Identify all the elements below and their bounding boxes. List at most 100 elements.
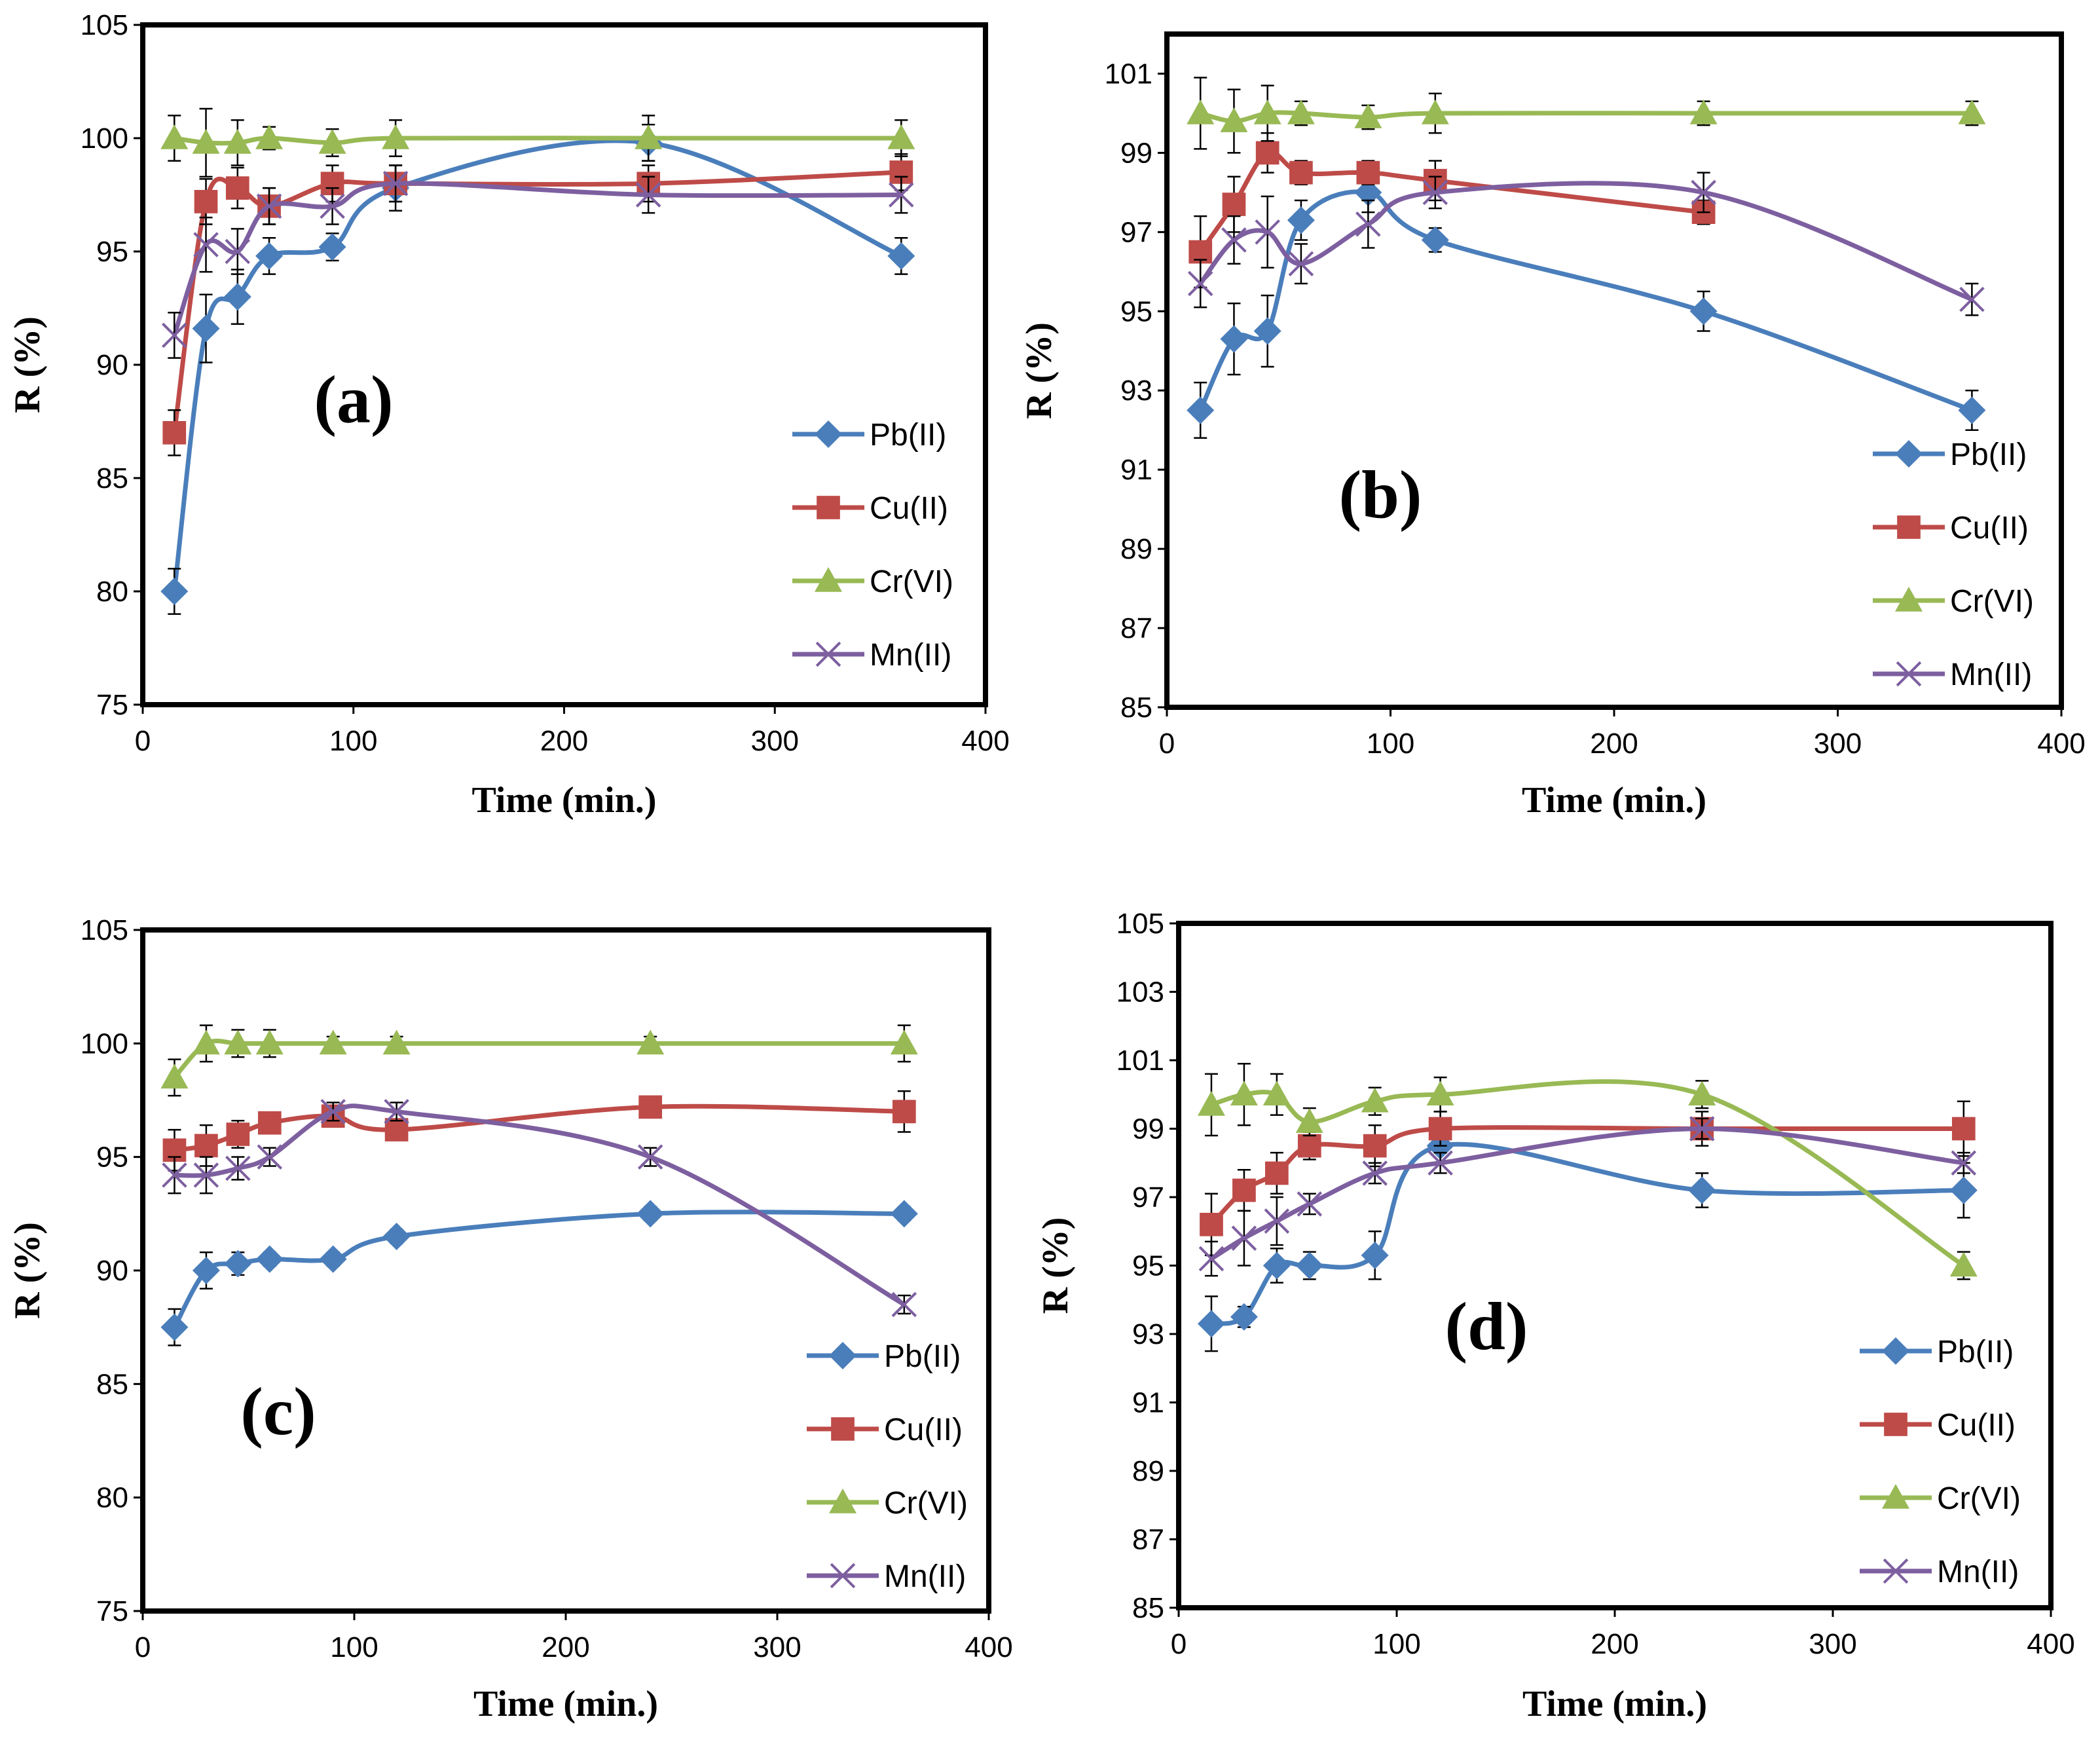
- legend-label: Pb(II): [1950, 437, 2027, 472]
- x-tick-label: 100: [1367, 728, 1414, 760]
- data-point: [160, 1313, 189, 1341]
- legend-label: Cr(VI): [870, 565, 953, 599]
- legend: Pb(II) Cu(II) Cr(VI) Mn(II): [1860, 1335, 2021, 1589]
- x-tick-label: 400: [2027, 1628, 2074, 1660]
- data-point: [384, 1118, 409, 1141]
- pb-ii-line: [1211, 1141, 1964, 1326]
- y-tick-label: 95: [96, 1141, 128, 1174]
- series-cr-vi: [160, 1024, 918, 1097]
- data-point: [1689, 1116, 1715, 1141]
- data-point: [160, 578, 189, 605]
- data-point: [887, 124, 915, 149]
- data-point: [255, 124, 284, 149]
- y-tick-label: 103: [1116, 976, 1164, 1009]
- panel-label: (c): [240, 1374, 316, 1449]
- data-point: [1230, 1303, 1258, 1331]
- data-point: [1297, 1191, 1323, 1217]
- mn-ii-line: [174, 1103, 906, 1307]
- data-point: [1958, 99, 1986, 124]
- data-point: [1295, 1251, 1323, 1280]
- data-point: [162, 1162, 187, 1188]
- x-tick-label: 300: [1814, 728, 1862, 760]
- data-point: [320, 193, 345, 219]
- data-point: [318, 233, 346, 261]
- x-axis-title: Time (min.): [471, 780, 656, 821]
- y-tick-label: 90: [96, 349, 128, 381]
- y-tick-label: 85: [1120, 692, 1152, 724]
- data-point: [384, 1099, 409, 1124]
- legend-label: Pb(II): [1937, 1335, 2014, 1369]
- data-point: [160, 1064, 189, 1089]
- data-point: [1428, 1117, 1452, 1141]
- x-tick-label: 100: [330, 1631, 378, 1663]
- y-tick-label: 95: [1120, 295, 1152, 327]
- legend-diamond-marker: [1895, 440, 1923, 468]
- data-point: [225, 176, 249, 200]
- y-tick-label: 85: [1132, 1592, 1164, 1624]
- data-point: [1187, 99, 1215, 124]
- y-axis-title: R (%): [7, 1222, 48, 1319]
- y-tick-label: 80: [96, 1482, 128, 1514]
- x-tick-label: 400: [2037, 728, 2085, 760]
- data-point: [1198, 1246, 1225, 1272]
- x-tick-label: 200: [1591, 1628, 1638, 1660]
- legend-x-marker: [830, 1563, 856, 1589]
- data-point: [192, 1257, 220, 1284]
- data-point: [1265, 1161, 1289, 1185]
- series-mn-ii: [162, 1099, 917, 1318]
- x-tick-label: 100: [1372, 1628, 1420, 1660]
- data-point: [1354, 103, 1382, 128]
- data-point: [1288, 251, 1314, 276]
- y-axis-title: R (%): [1035, 1217, 1076, 1314]
- data-point: [1355, 211, 1381, 237]
- data-point: [636, 1029, 665, 1055]
- data-point: [1949, 1251, 1978, 1277]
- mn-ii-line: [1210, 1126, 1964, 1261]
- y-tick-label: 93: [1120, 375, 1152, 407]
- y-tick-label: 101: [1116, 1045, 1164, 1077]
- data-point: [255, 1029, 284, 1055]
- data-point: [1197, 1090, 1225, 1116]
- legend-diamond-marker: [829, 1342, 857, 1369]
- y-tick-label: 105: [81, 914, 128, 946]
- series-cu-ii: [162, 1090, 916, 1172]
- data-point: [1421, 99, 1449, 124]
- pb-ii-line: [172, 1210, 904, 1329]
- data-point: [635, 182, 661, 208]
- legend-x-marker: [1896, 661, 1922, 687]
- data-point: [1689, 99, 1718, 124]
- data-point: [1959, 286, 1985, 312]
- y-tick-label: 100: [81, 122, 128, 155]
- series-mn-ii: [1198, 1116, 1977, 1277]
- legend-triangle-marker: [1882, 1484, 1909, 1509]
- legend-triangle-marker: [815, 567, 842, 592]
- data-point: [224, 1029, 252, 1055]
- legend-label: Cu(II): [1937, 1408, 2016, 1443]
- y-tick-label: 91: [1132, 1387, 1164, 1419]
- y-tick-label: 75: [96, 1595, 128, 1627]
- series-mn-ii: [1187, 172, 1985, 316]
- y-tick-label: 91: [1120, 454, 1152, 486]
- data-point: [1221, 227, 1247, 253]
- y-axis-title: R (%): [1019, 322, 1059, 419]
- series-pb-ii: [1187, 172, 1986, 439]
- legend-label: Pb(II): [884, 1339, 961, 1374]
- legend-label: Cu(II): [870, 491, 948, 526]
- data-point: [1220, 107, 1248, 132]
- legend-triangle-marker: [829, 1489, 857, 1513]
- y-tick-label: 105: [81, 9, 128, 41]
- y-axis-title: R (%): [7, 316, 48, 413]
- data-point: [1428, 1150, 1453, 1176]
- x-tick-label: 100: [329, 725, 377, 757]
- legend-label: Mn(II): [1950, 658, 2032, 692]
- series-pb-ii: [1197, 1128, 1978, 1352]
- data-point: [889, 182, 914, 208]
- data-point: [890, 1200, 918, 1228]
- panel-label: (b): [1338, 457, 1422, 532]
- data-point: [636, 1200, 665, 1228]
- y-tick-label: 95: [96, 236, 128, 268]
- data-point: [635, 124, 663, 149]
- data-point: [1253, 317, 1281, 345]
- data-point: [891, 1291, 917, 1318]
